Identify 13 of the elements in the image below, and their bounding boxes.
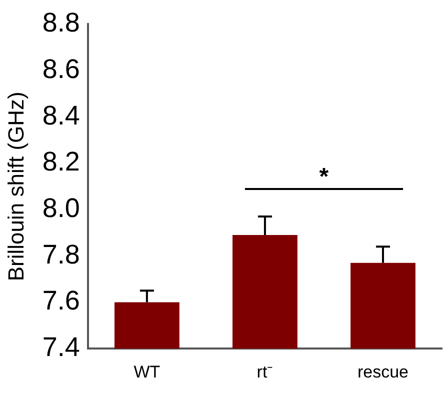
y-tick-label: 8.2: [42, 146, 80, 177]
y-tick-label: 8.6: [42, 54, 80, 84]
y-tick-label: 8.0: [42, 193, 80, 224]
y-axis-title: Brillouin shift (GHz): [3, 92, 28, 282]
y-tick-label: 8.4: [42, 100, 80, 130]
annotation: *: [319, 164, 330, 191]
y-tick-label: 7.6: [42, 286, 80, 316]
y-tick-label: 8.8: [42, 8, 80, 38]
y-tick-label: 7.8: [42, 239, 80, 270]
x-tick-label: WT: [134, 362, 160, 382]
y-tick-label: 7.4: [42, 332, 80, 362]
x-tick-label: rt⁻: [256, 362, 274, 382]
x-tick-label: rescue: [357, 362, 409, 382]
